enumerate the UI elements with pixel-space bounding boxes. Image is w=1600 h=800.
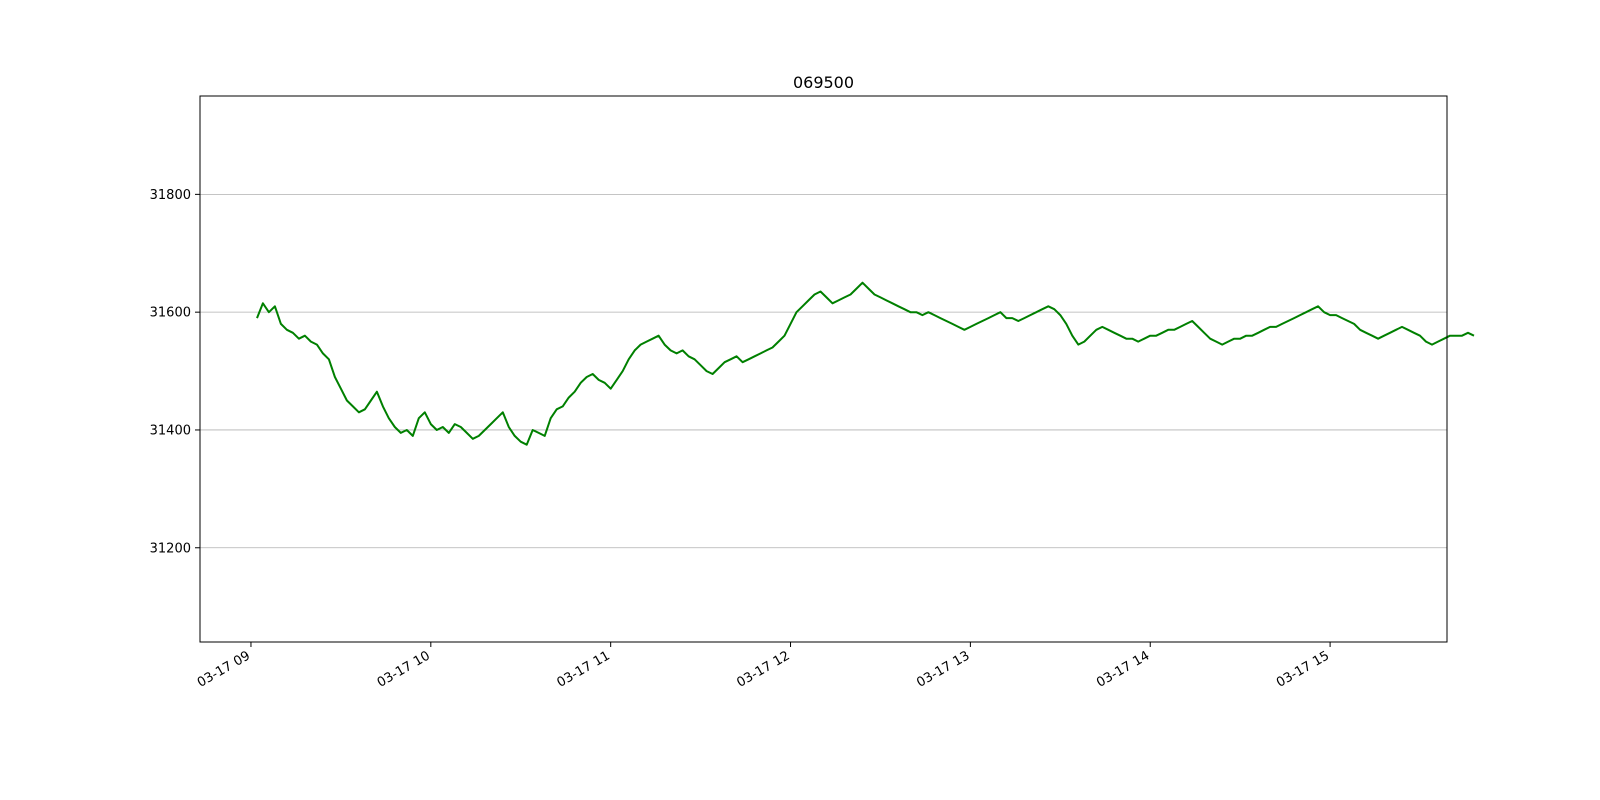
x-tick-label: 03-17 10 — [375, 648, 433, 690]
plot-area-frame — [199, 95, 1448, 643]
y-tick-label: 31800 — [150, 188, 191, 203]
series-layer — [256, 281, 1475, 446]
x-tick-label: 03-17 09 — [195, 648, 253, 690]
y-tick-label: 31200 — [150, 541, 191, 556]
series-line-0 — [256, 281, 1475, 446]
chart-title: 069500 — [793, 73, 854, 92]
x-tick-label: 03-17 13 — [914, 648, 972, 690]
gridlines — [200, 193, 1447, 549]
x-tick-label: 03-17 14 — [1094, 648, 1152, 690]
x-axis: 03-17 09 03-17 10 03-17 11 03-17 12 03-17 13… — [195, 642, 1332, 691]
x-tick-label: 03-17 12 — [734, 648, 792, 690]
x-tick-label: 03-17 15 — [1274, 648, 1332, 690]
y-tick-label: 31400 — [150, 423, 191, 438]
y-tick-label: 31600 — [150, 306, 191, 321]
x-tick-label: 03-17 11 — [555, 648, 613, 690]
y-axis: 31200 31400 31600 31800 — [150, 188, 200, 556]
